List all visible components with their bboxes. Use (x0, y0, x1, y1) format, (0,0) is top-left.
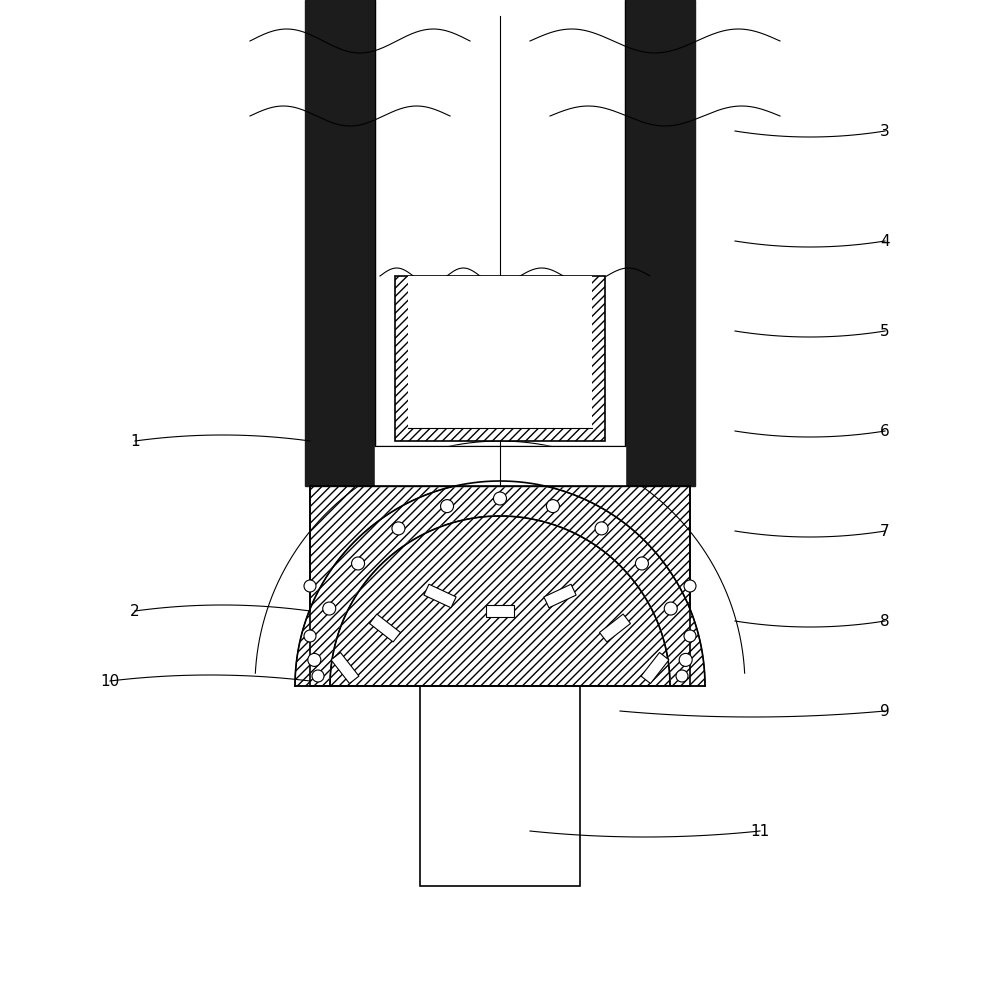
Circle shape (304, 630, 316, 642)
Polygon shape (331, 652, 359, 683)
Bar (408, 276, 592, 428)
Circle shape (684, 580, 696, 592)
Text: 3: 3 (880, 124, 890, 138)
Circle shape (684, 630, 696, 642)
Polygon shape (305, 446, 695, 486)
Polygon shape (330, 516, 670, 686)
Polygon shape (544, 585, 576, 608)
Circle shape (352, 557, 365, 570)
Text: 10: 10 (100, 673, 120, 688)
Circle shape (441, 500, 454, 513)
Text: 8: 8 (880, 614, 890, 628)
Text: 11: 11 (750, 824, 770, 839)
Polygon shape (305, 0, 375, 446)
Text: 5: 5 (880, 324, 890, 339)
Text: 9: 9 (880, 703, 890, 718)
Circle shape (595, 522, 608, 535)
Polygon shape (599, 615, 631, 642)
Circle shape (546, 500, 559, 513)
Polygon shape (295, 481, 705, 686)
Polygon shape (641, 652, 669, 683)
Text: 4: 4 (880, 233, 890, 248)
Text: 1: 1 (130, 433, 140, 448)
Bar (310, 486, 690, 686)
Polygon shape (330, 516, 670, 686)
Circle shape (635, 557, 648, 570)
Polygon shape (625, 0, 695, 446)
Circle shape (308, 653, 321, 666)
Circle shape (679, 653, 692, 666)
Circle shape (676, 670, 688, 682)
Text: 2: 2 (130, 604, 140, 619)
Circle shape (392, 522, 405, 535)
Polygon shape (486, 605, 514, 617)
Circle shape (323, 602, 336, 616)
Circle shape (664, 602, 677, 616)
Polygon shape (424, 585, 456, 608)
Text: 7: 7 (880, 524, 890, 539)
Polygon shape (375, 446, 625, 486)
Circle shape (494, 492, 507, 505)
Circle shape (312, 670, 324, 682)
Bar (420, 686, 580, 886)
Circle shape (304, 580, 316, 592)
Text: 6: 6 (880, 423, 890, 438)
Polygon shape (369, 615, 401, 642)
Bar (395, 276, 605, 441)
